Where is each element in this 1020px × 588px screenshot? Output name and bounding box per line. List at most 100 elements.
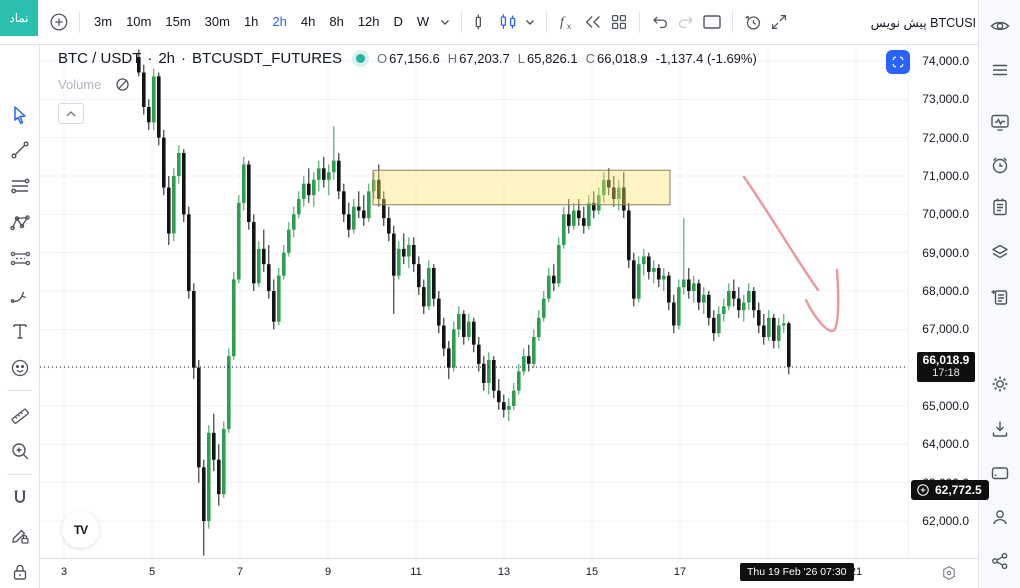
symbol-search-tab[interactable]: نماد bbox=[0, 0, 38, 36]
chart-canvas[interactable] bbox=[40, 45, 908, 558]
object-tree-layers-icon[interactable] bbox=[988, 240, 1012, 264]
fullscreen-icon[interactable] bbox=[766, 8, 792, 36]
time-axis[interactable]: Thu 19 Feb '26 07:30 3 5 7 9 11 13 15 17 21 bbox=[40, 558, 908, 588]
price-tick: 67,000.0 bbox=[922, 322, 969, 337]
go-to-date-icon[interactable] bbox=[740, 8, 766, 36]
toolbar-divider bbox=[79, 11, 80, 33]
interval-title[interactable]: 2h bbox=[158, 50, 176, 67]
market-status-dot[interactable] bbox=[356, 54, 366, 63]
interval-2h-active[interactable]: 2h bbox=[272, 14, 287, 29]
watchlist-icon[interactable] bbox=[988, 58, 1012, 82]
svg-text:x: x bbox=[567, 22, 571, 31]
text-tool-icon[interactable] bbox=[8, 319, 32, 343]
text-notes-add-icon[interactable] bbox=[988, 285, 1012, 309]
layout-name-label[interactable]: پیش نویس BTCUSI bbox=[870, 15, 976, 30]
candlestick-chart bbox=[40, 45, 908, 558]
rectangle-tool-icon[interactable] bbox=[699, 8, 725, 36]
candles-style-alt-icon[interactable] bbox=[495, 8, 521, 36]
interval-1d[interactable]: D bbox=[393, 14, 403, 29]
share-icon[interactable] bbox=[988, 549, 1012, 573]
eye-icon[interactable] bbox=[988, 14, 1012, 38]
style-chevron-down-icon[interactable] bbox=[521, 18, 539, 26]
legend-collapse-button[interactable] bbox=[58, 103, 84, 124]
toolbar-group-divider bbox=[7, 474, 33, 475]
alerts-clock-icon[interactable] bbox=[988, 153, 1012, 177]
price-axis[interactable]: 74,000.0 73,000.0 72,000.0 71,000.0 70,000.0… bbox=[908, 45, 989, 558]
market-overview-icon[interactable] bbox=[988, 110, 1012, 134]
top-toolbar: نماد 3m 10m 15m 30m 1h 2h 4h 8h 12h D W bbox=[0, 0, 978, 45]
toolbar-divider bbox=[732, 11, 734, 33]
time-tick: 7 bbox=[236, 566, 244, 578]
magnet-tool-icon[interactable] bbox=[8, 487, 32, 511]
drawing-toolbar bbox=[0, 45, 40, 588]
add-alert-price-label[interactable]: 62,772.5 bbox=[911, 480, 989, 501]
alert-price-value: 62,772.5 bbox=[935, 483, 982, 498]
drawing-mode-lock-icon[interactable] bbox=[8, 523, 32, 547]
volume-hidden-eye-icon[interactable] bbox=[113, 75, 132, 94]
time-tick: 15 bbox=[585, 566, 599, 578]
logo-text: TV bbox=[73, 522, 88, 537]
bar-replay-icon[interactable] bbox=[580, 8, 606, 36]
scale-focus-button[interactable] bbox=[886, 50, 910, 74]
settings-gear-icon[interactable] bbox=[988, 372, 1012, 396]
time-tick: 13 bbox=[497, 566, 511, 578]
feed-title[interactable]: BTCUSDT_FUTURES bbox=[192, 50, 343, 67]
legend-separator: · bbox=[147, 50, 153, 67]
compare-add-icon[interactable] bbox=[46, 8, 72, 36]
price-tick: 69,000.0 bbox=[922, 245, 969, 260]
interval-30m[interactable]: 30m bbox=[204, 14, 230, 29]
interval-8h[interactable]: 8h bbox=[329, 14, 344, 29]
cursor-tool-icon[interactable] bbox=[8, 103, 32, 127]
projection-tool-icon[interactable] bbox=[8, 247, 32, 271]
axis-corner bbox=[908, 558, 978, 588]
last-bar-date-label: Thu 19 Feb '26 07:30 bbox=[740, 563, 854, 581]
quick-settings-hexagon-icon[interactable] bbox=[940, 564, 958, 582]
symbol-title[interactable]: BTC / USDT bbox=[58, 50, 142, 67]
last-price-value: 66,018.9 bbox=[922, 352, 970, 367]
xabcd-pattern-tool-icon[interactable] bbox=[8, 211, 32, 235]
zoom-in-tool-icon[interactable] bbox=[8, 439, 32, 463]
price-tick: 70,000.0 bbox=[922, 207, 969, 222]
interval-3m[interactable]: 3m bbox=[94, 14, 113, 29]
fib-retracement-tool-icon[interactable] bbox=[8, 174, 32, 198]
trend-line-tool-icon[interactable] bbox=[8, 138, 32, 162]
toolbar-group-divider bbox=[7, 390, 33, 391]
candles-style-icon[interactable] bbox=[469, 8, 495, 36]
trading-panel-card-icon[interactable] bbox=[988, 461, 1012, 485]
layout-grid-icon[interactable] bbox=[606, 8, 632, 36]
interval-1w[interactable]: W bbox=[416, 14, 430, 29]
interval-4h[interactable]: 4h bbox=[300, 14, 316, 29]
lock-drawings-icon[interactable] bbox=[8, 560, 32, 584]
measure-tool-icon[interactable] bbox=[8, 401, 32, 425]
emoji-tool-icon[interactable] bbox=[8, 355, 32, 379]
open-value: 67,156.6 bbox=[389, 51, 440, 66]
toolbar-divider bbox=[639, 11, 641, 33]
high-value: 67,203.7 bbox=[459, 51, 510, 66]
price-tick: 62,000.0 bbox=[922, 513, 969, 528]
interval-15m[interactable]: 15m bbox=[165, 14, 191, 29]
download-icon[interactable] bbox=[988, 417, 1012, 441]
chart-legend: BTC / USDT · 2h · BTCUSDT_FUTURES O 67,15… bbox=[58, 50, 757, 124]
intervals-chevron-down-icon[interactable] bbox=[436, 18, 454, 26]
open-label: O bbox=[377, 51, 388, 66]
brush-tool-icon[interactable] bbox=[8, 283, 32, 307]
interval-12h[interactable]: 12h bbox=[357, 14, 380, 29]
account-person-icon[interactable] bbox=[988, 505, 1012, 529]
toolbar-divider bbox=[546, 11, 548, 33]
time-tick: 3 bbox=[60, 566, 68, 578]
volume-indicator-label[interactable]: Volume bbox=[58, 77, 102, 92]
tradingview-logo[interactable]: TV bbox=[62, 511, 99, 548]
interval-10m[interactable]: 10m bbox=[126, 14, 152, 29]
legend-separator: · bbox=[181, 50, 187, 67]
interval-1h[interactable]: 1h bbox=[243, 14, 259, 29]
price-tick: 74,000.0 bbox=[922, 54, 969, 68]
time-tick: 11 bbox=[410, 566, 422, 578]
news-notepad-icon[interactable] bbox=[988, 195, 1012, 219]
ohlc-readout: O 67,156.6 H 67,203.7 L 65,826.1 C 66,018.9 … bbox=[377, 51, 757, 66]
low-label: L bbox=[517, 51, 526, 66]
undo-icon[interactable] bbox=[647, 8, 673, 36]
last-price-label: 66,018.9 17:18 bbox=[917, 351, 975, 382]
price-tick: 68,000.0 bbox=[922, 283, 969, 298]
redo-icon[interactable] bbox=[673, 8, 699, 36]
